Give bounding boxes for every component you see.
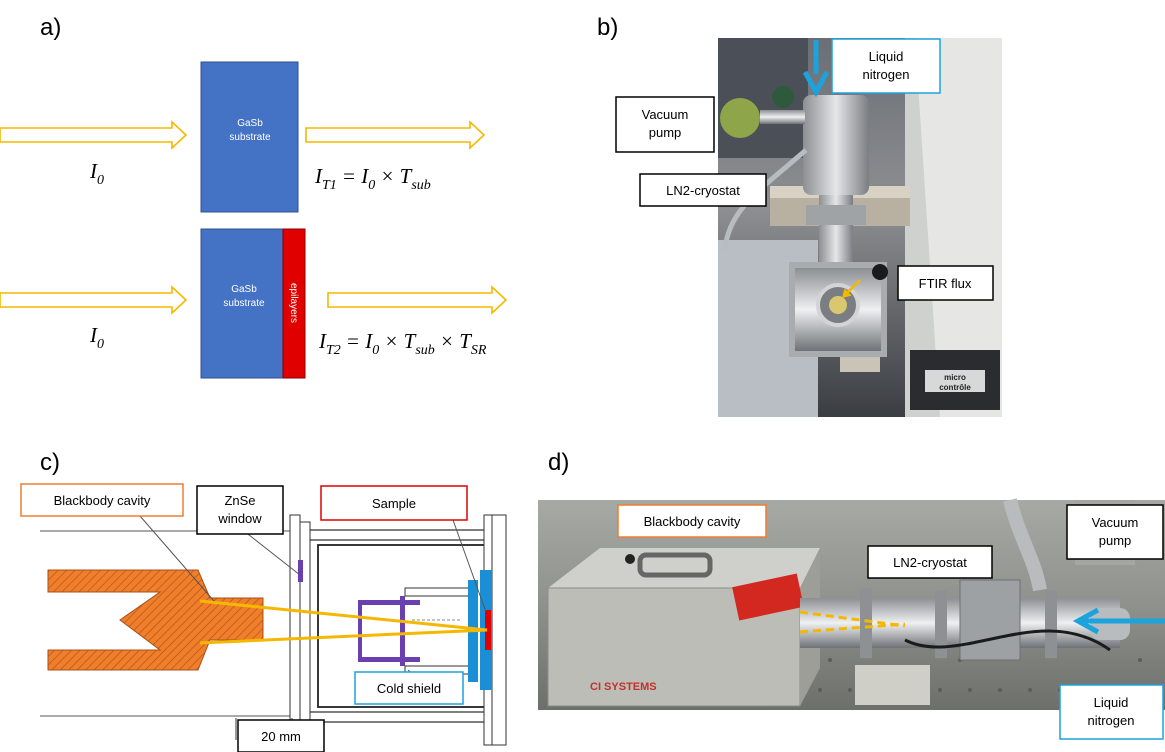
beam-dashed-upper — [799, 610, 906, 628]
callout-liquid-nitrogen-d: Liquid nitrogen — [1059, 684, 1164, 740]
panel-a: a) GaSb substrate I0 IT1 = I0 × Tsub GaSb … — [0, 14, 508, 379]
panel-a-label: a) — [40, 14, 61, 41]
ftir-arrow-head — [841, 288, 852, 299]
leader-blackbody — [139, 515, 215, 602]
beam-upper — [199, 599, 488, 632]
leader-sample — [452, 519, 487, 613]
callout-liquid-nitrogen-b: Liquid nitrogen — [831, 38, 941, 94]
svg-text:nitrogen: nitrogen — [1088, 713, 1135, 728]
schematic-drawing — [40, 514, 507, 746]
callout-sample: Sample — [320, 485, 468, 521]
leader-znse — [243, 530, 301, 576]
panel-c: c) — [20, 449, 507, 752]
svg-text:Liquid: Liquid — [1094, 695, 1129, 710]
svg-text:20 mm: 20 mm — [261, 729, 301, 744]
brand-plate-line2: contrôle — [939, 383, 971, 392]
panel-b: b) — [597, 14, 1002, 417]
panel-d: d) CI SYSTEMS — [538, 449, 1165, 740]
svg-text:pump: pump — [1099, 533, 1132, 548]
output-arrow-top — [305, 120, 486, 150]
callout-cryostat-d: LN2-cryostat — [867, 545, 993, 579]
substrate-label-top-line1: GaSb — [237, 118, 263, 129]
svg-text:Cold shield: Cold shield — [377, 681, 441, 696]
photo-blackbody-setup: CI SYSTEMS — [538, 498, 1165, 710]
callout-scale-20mm: 20 mm — [237, 719, 325, 752]
callout-blackbody-cavity-c: Blackbody cavity — [20, 483, 184, 517]
beam-dashed-lower — [799, 622, 906, 634]
svg-text:Blackbody cavity: Blackbody cavity — [644, 514, 741, 529]
svg-text:nitrogen: nitrogen — [863, 67, 910, 82]
ln2-arrow-d — [1072, 607, 1165, 635]
input-arrow-top — [0, 120, 188, 150]
svg-text:LN2-cryostat: LN2-cryostat — [666, 183, 740, 198]
callout-blackbody-cavity-d: Blackbody cavity — [617, 504, 767, 538]
equation-transmission-total: IT2 = I0 × Tsub × TSR — [318, 329, 487, 358]
svg-text:FTIR flux: FTIR flux — [919, 276, 972, 291]
svg-text:window: window — [217, 511, 262, 526]
svg-text:ZnSe: ZnSe — [224, 493, 255, 508]
callout-vacuum-pump-b: Vacuum pump — [615, 96, 715, 153]
input-intensity-bottom: I0 — [89, 323, 104, 352]
output-arrow-bottom — [327, 285, 508, 315]
substrate-label-bottom-line1: GaSb — [231, 284, 257, 295]
svg-text:LN2-cryostat: LN2-cryostat — [893, 555, 967, 570]
substrate-block-top — [200, 61, 299, 213]
svg-text:Liquid: Liquid — [869, 49, 904, 64]
callout-ftir-flux: FTIR flux — [897, 265, 994, 301]
equation-transmission-substrate: IT1 = I0 × Tsub — [314, 164, 431, 193]
svg-text:Vacuum: Vacuum — [642, 107, 689, 122]
epilayer-label: epilayers — [288, 283, 299, 323]
callout-cold-shield: Cold shield — [354, 671, 464, 705]
callout-vacuum-pump-d: Vacuum pump — [1066, 504, 1164, 560]
brand-ci-systems: CI SYSTEMS — [590, 681, 657, 693]
callout-cryostat-b: LN2-cryostat — [639, 173, 767, 207]
svg-text:Sample: Sample — [372, 496, 416, 511]
panel-c-label: c) — [40, 449, 60, 476]
panel-b-label: b) — [597, 14, 618, 41]
svg-text:Blackbody cavity: Blackbody cavity — [54, 493, 151, 508]
input-intensity-top: I0 — [89, 159, 104, 188]
substrate-block-bottom — [200, 228, 299, 379]
svg-text:pump: pump — [649, 125, 682, 140]
substrate-label-bottom-line2: substrate — [223, 298, 265, 309]
svg-text:Vacuum: Vacuum — [1092, 515, 1139, 530]
epilayer-block — [282, 228, 306, 379]
photo-cryostat-setup: micro contrôle — [718, 38, 1002, 417]
callout-znse-window: ZnSe window — [196, 485, 284, 535]
substrate-label-top-line2: substrate — [229, 132, 271, 143]
blackbody-cavity-shape — [47, 569, 264, 671]
ln2-arrow-b — [802, 40, 830, 98]
brand-plate-line1: micro — [944, 373, 966, 382]
panel-d-label: d) — [548, 449, 569, 476]
input-arrow-bottom — [0, 285, 188, 315]
beam-lower — [199, 628, 488, 645]
